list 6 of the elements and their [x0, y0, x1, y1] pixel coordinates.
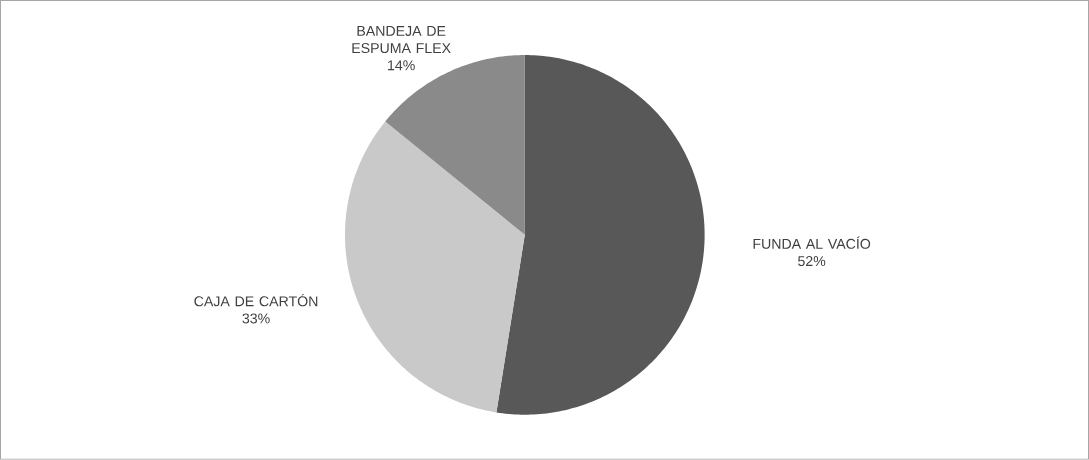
slice-label: BANDEJA DE ESPUMA FLEX: [352, 26, 451, 54]
data-label: 33%: [242, 313, 270, 324]
slice-label: CAJA DE CARTÓN: [194, 294, 318, 307]
slice-label: FUNDA AL VACÍO: [753, 236, 871, 250]
data-label: 52%: [798, 256, 826, 267]
data-label: 14%: [388, 60, 415, 71]
